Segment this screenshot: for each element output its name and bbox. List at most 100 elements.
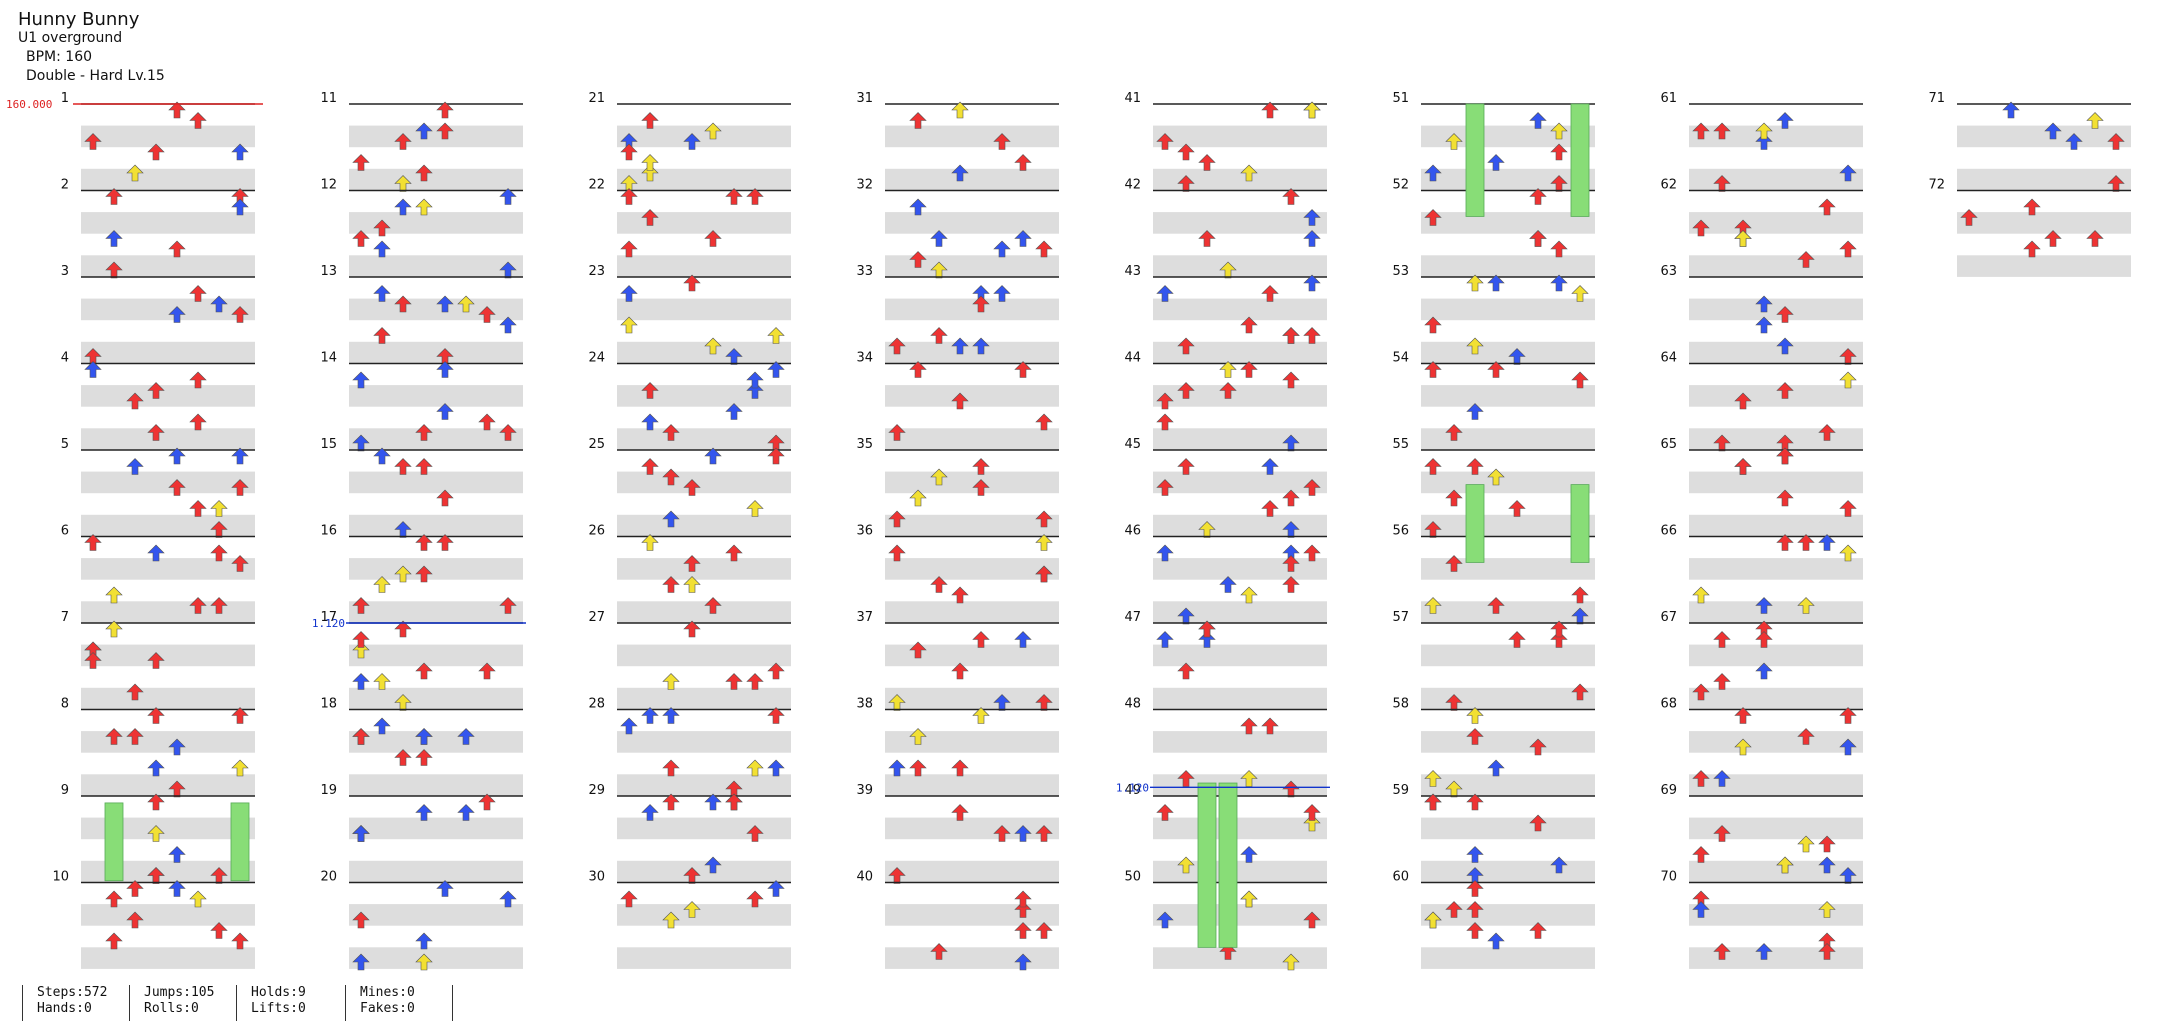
note-arrow (1014, 922, 1032, 939)
measure-number: 64 (1660, 351, 1677, 366)
note-arrow (231, 479, 249, 496)
note-arrow (1445, 489, 1463, 507)
note-arrow (1692, 219, 1710, 237)
measure-number: 34 (856, 351, 873, 366)
measure-number: 66 (1660, 524, 1677, 539)
note-arrow (930, 327, 948, 344)
beat-band (617, 471, 791, 494)
note-arrow (683, 576, 701, 593)
note-arrow (1282, 489, 1300, 507)
beat-band (1421, 428, 1595, 450)
note-arrow (1550, 856, 1568, 874)
note-arrow (352, 953, 370, 971)
song-artist: U1 overground (18, 30, 123, 46)
beat-band (1421, 904, 1595, 926)
note-arrow (415, 749, 433, 766)
note-arrow (352, 154, 370, 171)
measure-number: 44 (1124, 351, 1141, 366)
beat-band (1421, 341, 1595, 364)
note-arrow (1550, 240, 1568, 258)
measure-number: 8 (61, 697, 69, 712)
note-arrow (394, 694, 412, 711)
stat-divider (452, 985, 453, 1021)
measure-number: 56 (1392, 524, 1409, 539)
note-arrow (620, 717, 638, 735)
beat-band (1421, 212, 1595, 234)
note-arrow (436, 489, 454, 507)
note-arrow (373, 717, 391, 735)
note-arrow (168, 447, 186, 465)
note-arrow (231, 198, 249, 216)
note-arrow (1424, 793, 1442, 811)
note-arrow (1692, 770, 1710, 787)
beat-band (1689, 904, 1863, 926)
note-arrow (1713, 943, 1731, 960)
note-arrow (888, 759, 906, 777)
note-arrow (1755, 122, 1773, 140)
note-arrow (352, 728, 370, 745)
note-arrow (415, 728, 433, 745)
beat-band (81, 687, 255, 710)
measure-number: 65 (1660, 437, 1677, 452)
note-arrow (1839, 164, 1857, 182)
note-arrow (725, 793, 743, 811)
beat-band (1689, 687, 1863, 710)
note-arrow (168, 479, 186, 496)
note-arrow (1466, 880, 1484, 897)
note-arrow (1713, 175, 1731, 192)
beat-band (617, 168, 791, 191)
beat-band (885, 644, 1059, 667)
beat-band (1153, 558, 1327, 580)
beat-band (885, 212, 1059, 234)
beat-band (349, 212, 523, 234)
note-arrow (1839, 867, 1857, 884)
note-arrow (373, 240, 391, 258)
beat-band (81, 471, 255, 494)
note-arrow (189, 371, 207, 389)
note-arrow (1529, 922, 1547, 939)
note-arrow (457, 804, 475, 821)
note-arrow (1014, 825, 1032, 842)
note-arrow (105, 932, 123, 950)
beat-band (1153, 125, 1327, 148)
speed-marker-label: 1.120 (1116, 781, 1149, 794)
note-arrow (1445, 424, 1463, 441)
beat-band (885, 558, 1059, 580)
note-arrow (1755, 662, 1773, 680)
beat-band (885, 125, 1059, 148)
note-arrow (394, 565, 412, 583)
note-arrow (662, 673, 680, 690)
note-arrow (1550, 620, 1568, 638)
note-arrow (352, 631, 370, 648)
beat-band (1689, 255, 1863, 277)
note-arrow (1156, 479, 1174, 496)
note-arrow (993, 240, 1011, 258)
note-arrow (683, 901, 701, 918)
note-arrow (1797, 728, 1815, 745)
note-arrow (993, 285, 1011, 302)
song-title: Hunny Bunny (18, 9, 140, 30)
note-arrow (930, 943, 948, 960)
measure-number: 3 (61, 264, 69, 279)
beat-band (81, 601, 255, 623)
note-arrow (2065, 133, 2083, 150)
note-arrow (951, 804, 969, 821)
note-arrow (499, 261, 517, 279)
note-arrow (641, 154, 659, 171)
beat-band (885, 428, 1059, 450)
beat-band (349, 644, 523, 667)
note-arrow (352, 825, 370, 842)
note-arrow (662, 911, 680, 929)
note-arrow (951, 101, 969, 119)
note-arrow (725, 673, 743, 690)
beat-band (1153, 731, 1327, 753)
beat-band (1421, 385, 1595, 407)
note-arrow (478, 306, 496, 323)
note-arrow (1035, 534, 1053, 551)
note-arrow (105, 620, 123, 638)
note-arrow (1014, 953, 1032, 971)
note-arrow (1240, 361, 1258, 378)
measure-number: 57 (1392, 610, 1409, 625)
note-arrow (1755, 295, 1773, 313)
hold-note (1197, 782, 1217, 948)
